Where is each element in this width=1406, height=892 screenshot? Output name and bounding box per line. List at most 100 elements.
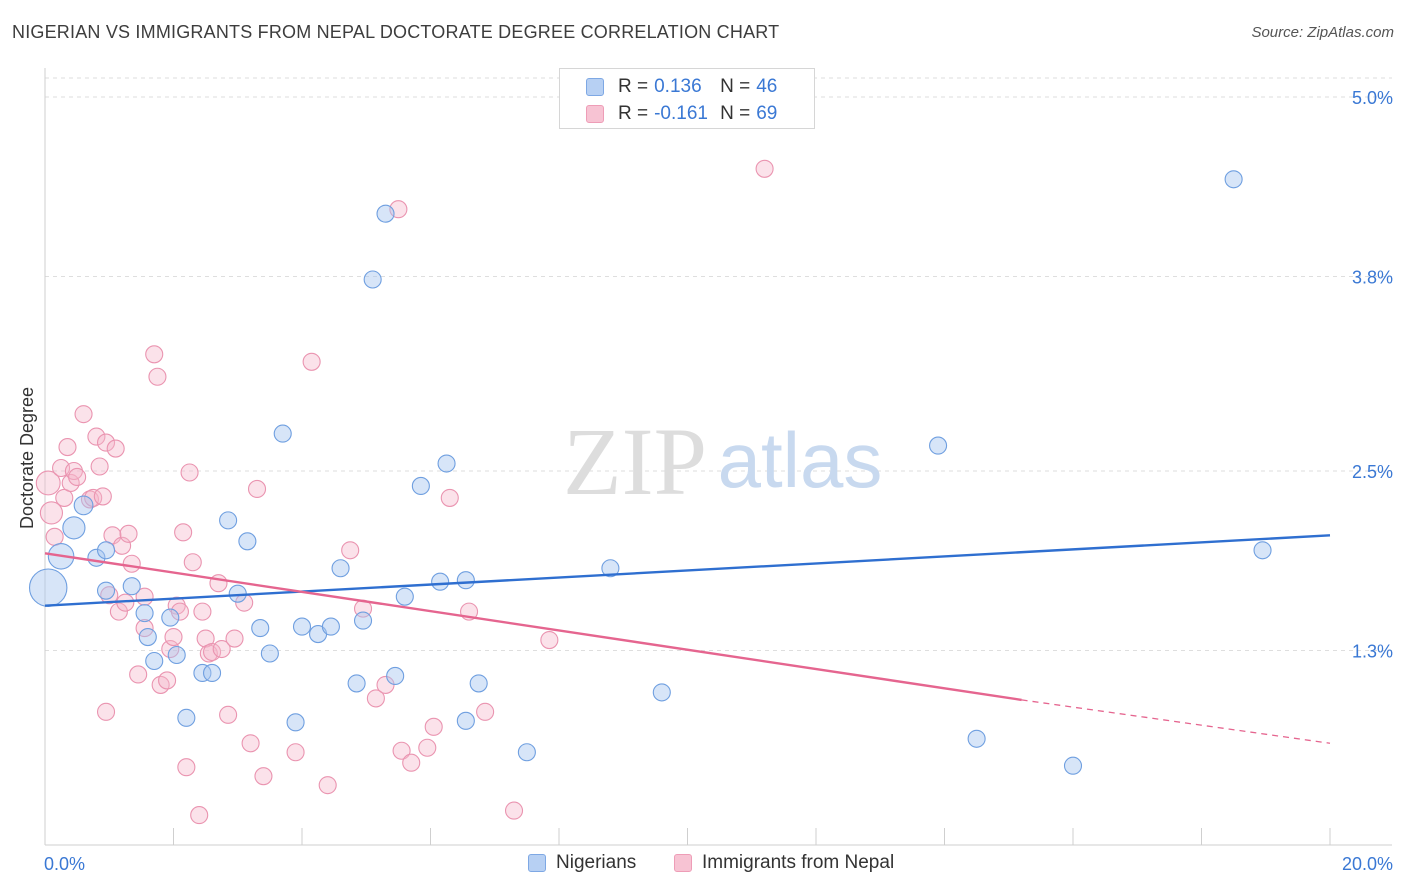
nigerian-point — [929, 436, 948, 455]
nigerian-point — [469, 674, 488, 693]
nigerian-point — [73, 495, 94, 516]
nigerian-point — [386, 666, 405, 686]
nigerian-point — [1253, 541, 1272, 560]
nepal-point — [45, 527, 64, 546]
n-label: N = — [720, 103, 751, 124]
y-tick-label: 2.5% — [1352, 462, 1393, 482]
nigerian-point — [62, 516, 86, 540]
nepal-point — [392, 741, 411, 760]
nigerian-point — [331, 559, 350, 578]
nepal-point — [212, 639, 231, 659]
nigerian-point — [347, 674, 366, 693]
nepal-point — [96, 702, 116, 721]
nepal-point — [286, 743, 305, 762]
nepal-point — [39, 501, 64, 525]
y-tick-label: 1.3% — [1352, 642, 1393, 662]
nigerian-point — [456, 711, 475, 730]
nigerian-point — [363, 270, 382, 289]
series-legend: Nigerians Immigrants from Nepal — [0, 852, 1406, 878]
nepal-point — [504, 801, 524, 820]
r-value: -0.161 — [654, 103, 708, 124]
legend-label-nigerians: Nigerians — [556, 852, 637, 873]
nepal-point — [366, 689, 385, 708]
nepal-point — [540, 630, 559, 650]
nepal-point — [247, 479, 267, 499]
nepal-point — [424, 717, 443, 736]
nepal-point — [158, 671, 177, 690]
nepal-point — [122, 554, 141, 573]
nigerian-point — [161, 608, 180, 627]
axes: 1.3% 2.5% 3.8% 5.0% 0.0% 20.0% — [44, 68, 1393, 874]
nepal-point — [109, 602, 128, 621]
nepal-point — [318, 776, 337, 795]
y-axis-label: Doctorate Degree — [17, 387, 37, 529]
r-value: 0.136 — [654, 76, 702, 97]
nepal-trend-line — [44, 552, 1022, 702]
r-label: R = — [618, 76, 649, 97]
nepal-point — [96, 433, 116, 452]
x-tick-label: 20.0% — [1342, 854, 1393, 874]
x-tick-label: 0.0% — [44, 854, 85, 874]
nepal-point — [241, 734, 260, 753]
nigerian-point — [395, 587, 414, 606]
nepal-point — [68, 467, 87, 487]
nepal-point — [440, 488, 459, 507]
nepal-point — [55, 488, 74, 507]
nigerian-point — [376, 204, 395, 223]
y-tick-label: 5.0% — [1352, 88, 1393, 108]
nepal-point — [93, 487, 112, 506]
nigerian-point — [28, 568, 68, 607]
nepal-point — [58, 438, 77, 457]
nigerian-point — [251, 619, 270, 638]
nepal-point — [402, 753, 421, 772]
y-tick-label: 3.8% — [1352, 268, 1393, 288]
nigerian-point — [1224, 170, 1243, 189]
nigerians-swatch — [528, 854, 546, 872]
nigerian-point — [203, 663, 222, 683]
nigerian-point — [286, 713, 305, 732]
nepal-point — [35, 470, 61, 496]
nepal-swatch — [586, 105, 604, 123]
nigerian-point — [177, 708, 196, 727]
chart-source: Source: ZipAtlas.com — [1251, 24, 1394, 41]
watermark-atlas: atlas — [718, 416, 883, 504]
nepal-point — [418, 738, 437, 757]
nepal-point — [164, 628, 183, 647]
nigerian-point — [238, 532, 257, 551]
r-label: R = — [618, 103, 649, 124]
nigerian-point — [122, 577, 141, 596]
nepal-point — [302, 352, 321, 371]
nigerian-point — [601, 559, 620, 578]
nepal-point — [87, 427, 106, 446]
stats-legend: R = 0.136 N = 46 R = -0.161 N = 69 — [559, 68, 815, 129]
nepal-point — [90, 457, 109, 476]
nigerian-point — [321, 617, 340, 636]
nigerian-point — [437, 454, 456, 473]
nepal-point — [219, 705, 238, 724]
nepal-point — [180, 463, 199, 482]
nepal-point — [106, 439, 125, 458]
legend-item-nepal[interactable]: Immigrants from Nepal — [674, 852, 894, 874]
nepal-point — [129, 665, 148, 684]
legend-item-nigerians[interactable]: Nigerians — [528, 852, 636, 874]
legend-row-nepal: R = -0.161 N = 69 — [586, 103, 777, 125]
nepal-point — [145, 345, 164, 364]
nepal-trend-extension — [1021, 699, 1331, 744]
nigerian-point — [260, 644, 279, 663]
nigerians-trend-line — [44, 534, 1331, 607]
nepal-point — [341, 541, 360, 560]
nepal-point — [755, 159, 774, 178]
nigerian-point — [193, 663, 212, 683]
watermark-zip: ZIP — [563, 408, 707, 515]
nepal-point — [225, 629, 244, 648]
nigerian-point — [292, 617, 312, 636]
nepal-point — [174, 523, 193, 542]
nepal-point — [119, 524, 138, 543]
nepal-point — [193, 602, 212, 621]
grid-lines — [45, 77, 1392, 652]
nepal-point — [254, 767, 273, 786]
nepal-swatch — [674, 854, 692, 872]
nigerian-point — [96, 581, 116, 600]
trend-lines — [44, 534, 1331, 744]
